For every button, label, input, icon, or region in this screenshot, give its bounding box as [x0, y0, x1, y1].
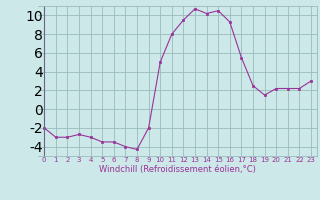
X-axis label: Windchill (Refroidissement éolien,°C): Windchill (Refroidissement éolien,°C)	[99, 165, 256, 174]
